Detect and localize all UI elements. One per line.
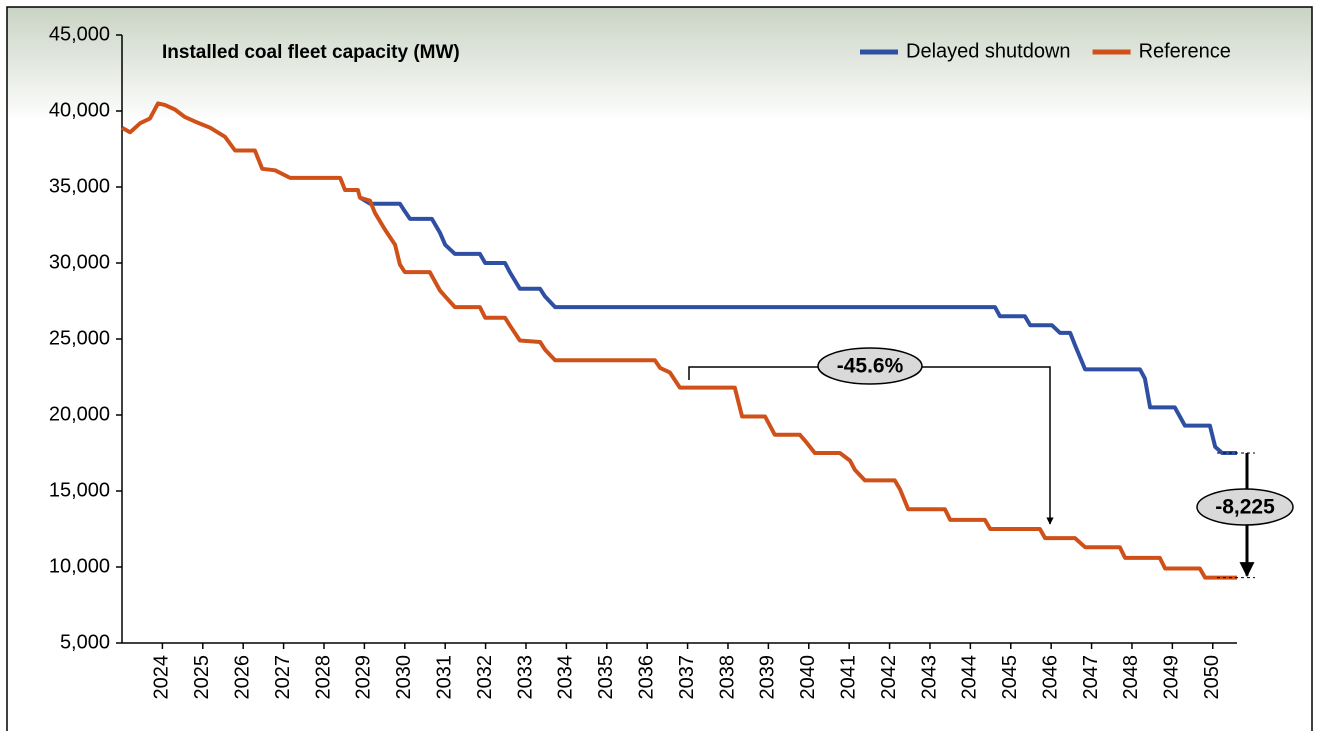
y-tick-label: 40,000 — [49, 99, 110, 121]
chart-title: Installed coal fleet capacity (MW) — [162, 42, 460, 63]
x-tick-label: 2047 — [1080, 655, 1102, 700]
x-tick-label: 2029 — [353, 655, 375, 700]
series-line — [358, 195, 1237, 455]
annotation-bubble — [1196, 488, 1294, 526]
frame — [6, 6, 1313, 731]
x-tick-label: 2032 — [474, 655, 496, 700]
x-tick-label: 2028 — [312, 655, 334, 700]
x-tick-label: 2033 — [514, 655, 536, 700]
y-tick-label: 15,000 — [49, 479, 110, 501]
x-tick-label: 2046 — [1039, 655, 1061, 700]
header-band — [7, 7, 1312, 122]
y-tick-label: 10,000 — [49, 555, 110, 577]
annotation-bubble — [817, 347, 923, 385]
x-tick-label: 2042 — [878, 655, 900, 700]
y-tick-label: 25,000 — [49, 327, 110, 349]
legend-label: Delayed shutdown — [906, 40, 1071, 62]
x-tick-label: 2037 — [676, 655, 698, 700]
x-tick-label: 2044 — [959, 655, 981, 700]
annotation-label: -45.6% — [837, 355, 904, 378]
annotation-label: -8,225 — [1215, 496, 1275, 519]
x-tick-label: 2039 — [757, 655, 779, 700]
y-tick-label: 5,000 — [60, 631, 110, 653]
legend-label: Reference — [1139, 40, 1231, 62]
x-tick-label: 2034 — [555, 655, 577, 700]
x-tick-label: 2036 — [635, 655, 657, 700]
x-tick-label: 2025 — [191, 655, 213, 700]
y-tick-label: 35,000 — [49, 175, 110, 197]
x-tick-label: 2024 — [151, 655, 173, 700]
x-tick-label: 2045 — [999, 655, 1021, 700]
x-tick-label: 2035 — [595, 655, 617, 700]
x-tick-label: 2050 — [1201, 655, 1223, 700]
x-tick-label: 2031 — [433, 655, 455, 700]
x-tick-label: 2043 — [918, 655, 940, 700]
y-tick-label: 30,000 — [49, 251, 110, 273]
x-tick-label: 2040 — [797, 655, 819, 700]
x-tick-label: 2030 — [393, 655, 415, 700]
x-tick-label: 2048 — [1120, 655, 1142, 700]
annotation-bracket — [688, 366, 1054, 525]
x-tick-label: 2038 — [716, 655, 738, 700]
x-tick-label: 2026 — [231, 655, 253, 700]
x-tick-label: 2041 — [837, 655, 859, 700]
y-tick-label: 20,000 — [49, 403, 110, 425]
x-tick-label: 2049 — [1161, 655, 1183, 700]
series-line — [121, 101, 1237, 580]
x-tick-label: 2027 — [272, 655, 294, 700]
y-tick-label: 45,000 — [49, 23, 110, 45]
